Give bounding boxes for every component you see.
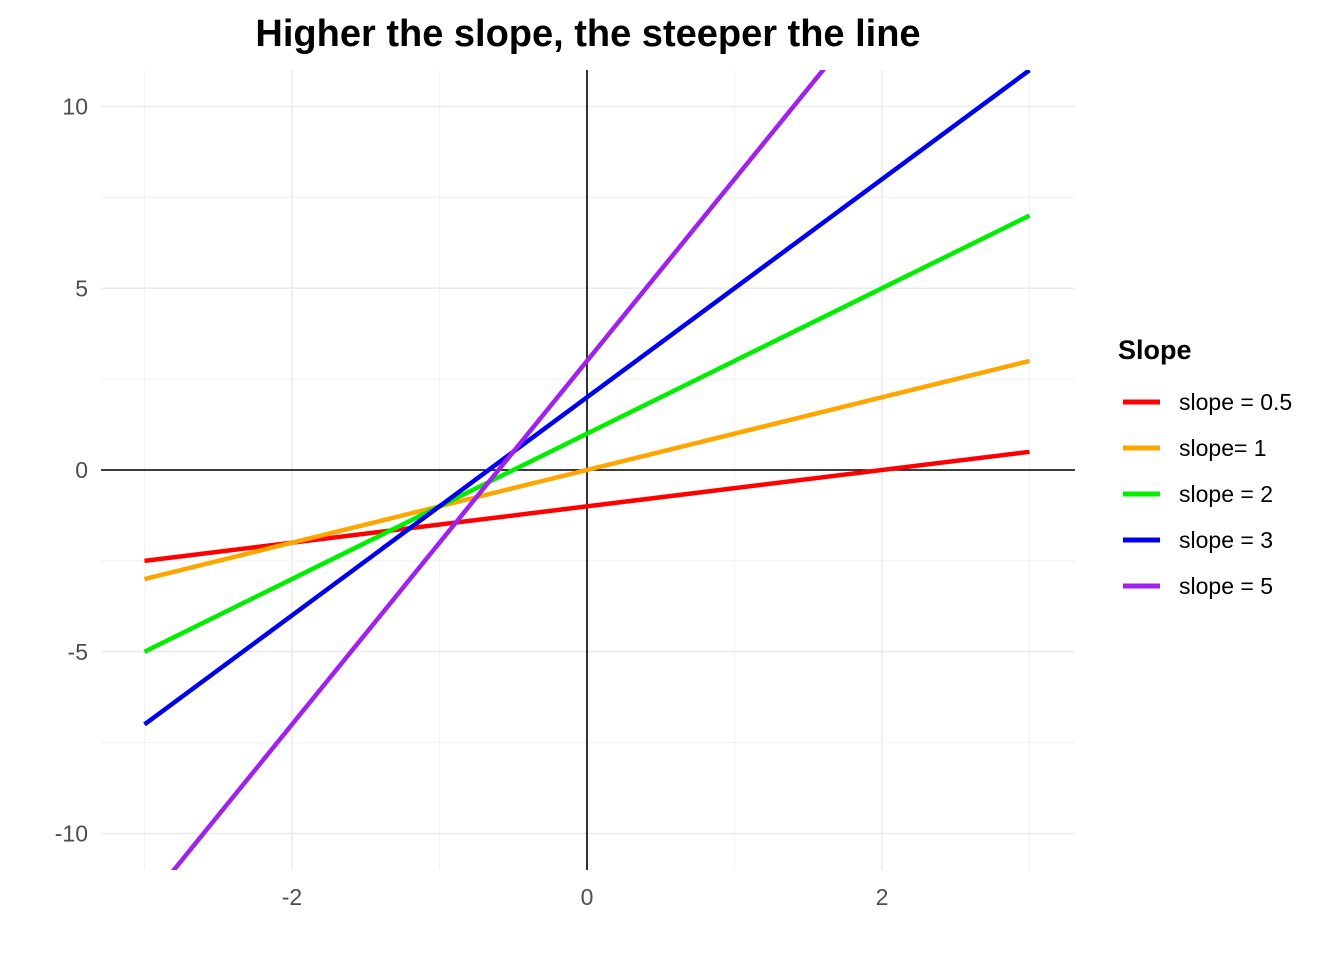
y-tick-label: 5 [75, 275, 88, 301]
legend-title: Slope [1118, 335, 1192, 365]
series-line-3 [143, 213, 1031, 654]
legend-label: slope = 5 [1179, 573, 1273, 599]
y-tick-label: 0 [75, 457, 88, 483]
legend: Slope slope = 0.5 slope= 1 slope = 2 slope … [1118, 335, 1292, 599]
x-tick-label: 0 [581, 884, 594, 910]
x-tick-label: -2 [282, 884, 302, 910]
series-line-5 [170, 70, 827, 870]
y-tick-label: 10 [62, 94, 88, 120]
legend-label: slope = 0.5 [1179, 389, 1292, 415]
legend-label: slope = 2 [1179, 481, 1273, 507]
chart-title: Higher the slope, the steeper the line [255, 13, 920, 55]
legend-label: slope = 3 [1179, 527, 1273, 553]
x-axis-ticks: -2 0 2 [282, 884, 889, 910]
series-line-2 [143, 358, 1031, 582]
legend-label: slope= 1 [1179, 435, 1267, 461]
y-axis-ticks: -10 -5 0 5 10 [55, 94, 88, 847]
x-tick-label: 2 [876, 884, 889, 910]
y-tick-label: -5 [68, 639, 88, 665]
y-tick-label: -10 [55, 821, 88, 847]
series-lines [143, 70, 1031, 870]
series-line-4 [143, 70, 1031, 727]
